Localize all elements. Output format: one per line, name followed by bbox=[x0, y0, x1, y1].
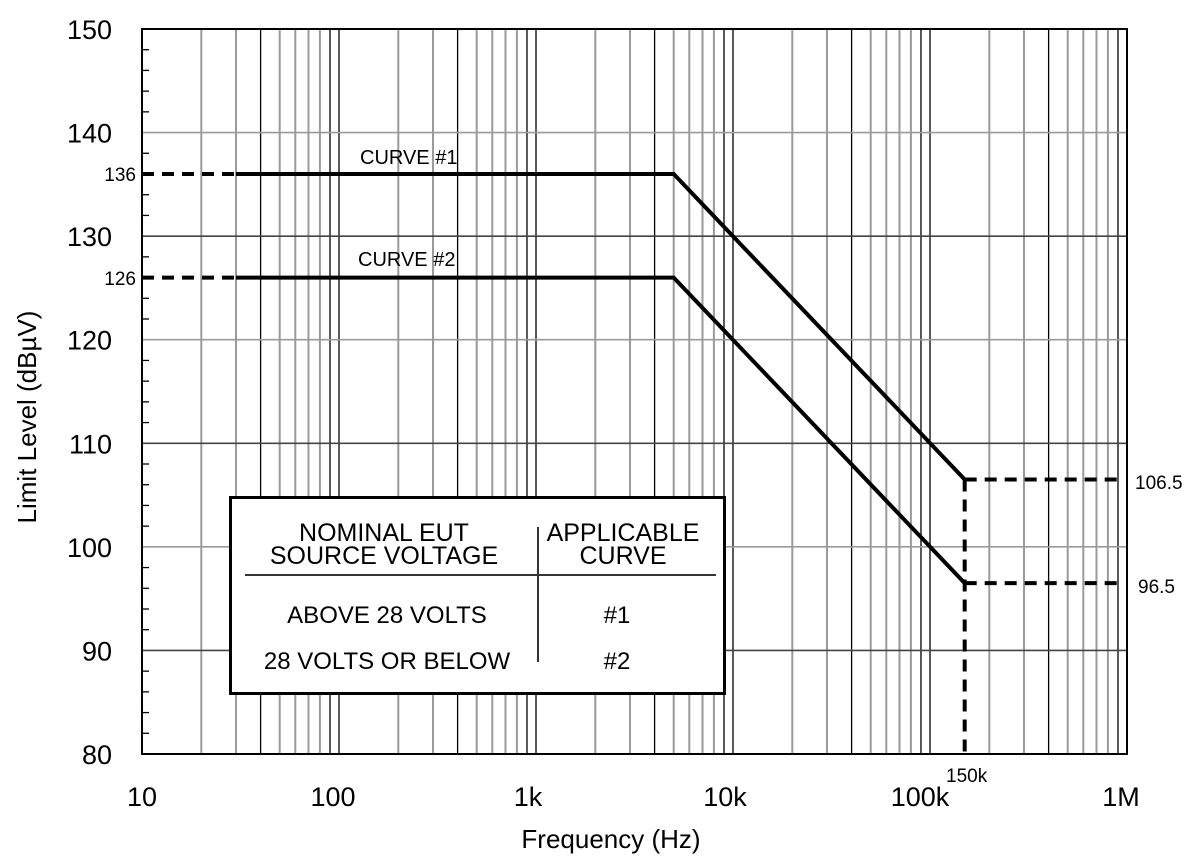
curve1-label: CURVE #1 bbox=[360, 147, 457, 169]
curves bbox=[236, 172, 967, 585]
x-tick-label: 1k bbox=[514, 782, 543, 812]
x-tick-label: 1M bbox=[1102, 782, 1140, 812]
left-value-126: 126 bbox=[104, 269, 136, 290]
right-value-96-5: 96.5 bbox=[1138, 577, 1175, 598]
legend-row2-voltage: 28 VOLTS OR BELOW bbox=[263, 648, 511, 675]
y-axis-minor-ticks bbox=[142, 49, 149, 734]
y-tick-label: 110 bbox=[69, 429, 112, 459]
legend-row1-curve: #1 bbox=[603, 602, 631, 629]
y-tick-label: 100 bbox=[67, 533, 112, 563]
y-tick-label: 120 bbox=[67, 326, 112, 356]
legend-column-divider bbox=[537, 527, 539, 662]
y-tick-label: 150 bbox=[67, 15, 112, 45]
dashed-extensions bbox=[142, 172, 1124, 754]
y-tick-labels: 80 90 100 110 120 130 140 150 bbox=[67, 15, 112, 770]
legend-table: NOMINAL EUT SOURCE VOLTAGE APPLICABLE CU… bbox=[229, 496, 726, 695]
left-value-136: 136 bbox=[104, 165, 136, 186]
legend-row1-voltage: ABOVE 28 VOLTS bbox=[287, 602, 487, 629]
plot-border bbox=[141, 28, 1128, 755]
legend-header-voltage-line2: SOURCE VOLTAGE bbox=[269, 542, 499, 570]
x-axis-title: Frequency (Hz) bbox=[521, 824, 700, 854]
x-tick-label: 100 bbox=[310, 782, 355, 812]
x-tick-label: 100k bbox=[891, 782, 950, 812]
legend-header-voltage-line1: NOMINAL EUT bbox=[299, 519, 469, 547]
legend-row2-curve: #2 bbox=[603, 648, 631, 675]
legend-header-curve: APPLICABLE CURVE bbox=[532, 519, 714, 570]
x-tick-label: 10k bbox=[703, 782, 747, 812]
marker-150k-label: 150k bbox=[946, 766, 988, 787]
y-tick-label: 130 bbox=[67, 222, 112, 252]
legend-header-divider bbox=[245, 574, 716, 576]
curve-1-line bbox=[236, 172, 967, 481]
y-axis-title: Limit Level (dBµV) bbox=[12, 311, 42, 524]
x-tick-label: 10 bbox=[127, 782, 157, 812]
legend-header-curve-line2: CURVE bbox=[579, 542, 667, 570]
y-tick-label: 90 bbox=[82, 636, 112, 666]
right-value-106-5: 106.5 bbox=[1135, 473, 1183, 494]
curve-2-line bbox=[236, 275, 967, 585]
legend-header-curve-line1: APPLICABLE bbox=[546, 519, 700, 547]
legend-header-voltage: NOMINAL EUT SOURCE VOLTAGE bbox=[244, 519, 524, 570]
curve2-label: CURVE #2 bbox=[358, 249, 455, 271]
y-tick-label: 140 bbox=[67, 119, 112, 149]
x-tick-labels: 10 100 1k 10k 100k 1M bbox=[127, 782, 1140, 812]
y-tick-label: 80 bbox=[82, 740, 112, 770]
